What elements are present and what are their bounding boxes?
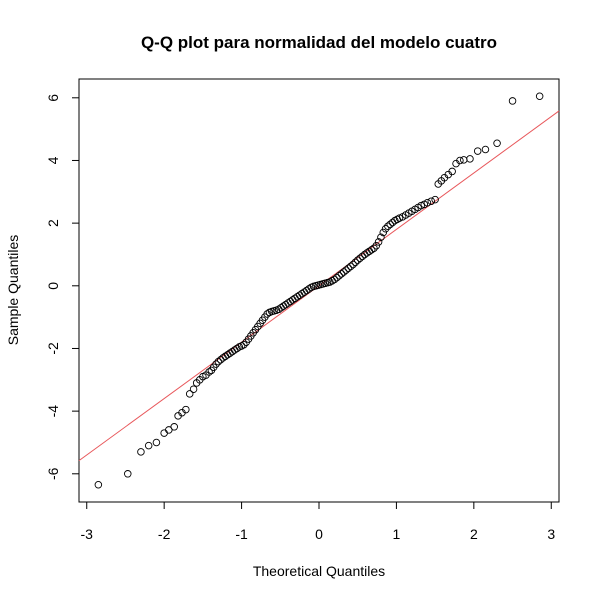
qq-point [356,254,364,262]
qq-point [379,228,388,237]
qq-point [137,448,145,456]
qq-point [263,310,271,318]
qq-point [342,266,350,274]
qq-point [353,256,362,264]
y-tick-label: 2 [45,219,61,227]
qq-point [274,305,283,314]
x-tick-label: 1 [393,526,401,542]
qq-point [152,438,161,447]
qq-point [214,357,223,366]
qq-point [330,275,339,284]
qq-point [367,246,376,254]
qq-point [372,241,381,250]
qq-point [481,145,490,154]
qq-point [333,273,341,282]
x-tick-label: -3 [81,526,94,542]
x-tick-label: 2 [470,526,478,542]
qq-point [281,300,290,309]
qq-point [165,426,173,434]
qq-point [288,296,297,304]
qq-point [305,285,313,293]
qq-point [460,156,468,164]
qq-point [337,270,346,278]
qq-point [493,139,501,147]
qq-point [189,385,198,393]
qq-point [295,291,304,299]
x-tick-label: -1 [235,526,248,542]
qq-point [185,390,194,398]
y-tick-label: -4 [45,405,61,418]
qq-point [473,147,482,155]
qq-point [233,344,241,353]
qq-point [340,268,348,276]
qq-point [302,286,311,295]
qq-point [466,155,474,163]
qq-point [427,197,436,205]
qq-point [508,97,517,105]
qq-point [170,423,178,431]
qq-point [346,262,355,271]
qq-point [377,233,385,241]
y-axis: -6 -4 -2 0 2 4 6 [45,94,79,480]
qq-point [300,288,309,296]
qq-point [374,238,383,246]
x-tick-label: -2 [158,526,171,542]
qq-point [384,222,392,231]
qq-point [431,195,439,204]
qq-point [182,405,190,414]
qq-point [240,340,248,349]
qq-point [351,258,360,267]
qq-point [291,294,299,303]
y-axis-label: Sample Quantiles [5,235,21,346]
y-tick-label: 6 [45,94,61,102]
qq-point [448,167,456,176]
y-tick-label: -2 [45,342,61,355]
qq-point [124,470,132,478]
x-axis: -3 -2 -1 0 1 2 3 [81,502,555,542]
qq-point [386,220,394,229]
qq-point [94,481,103,489]
points-layer [94,92,544,489]
y-tick-label: 4 [45,156,61,164]
y-tick-label: 0 [45,282,61,290]
qq-point [284,299,292,307]
qq-point [344,264,353,273]
qq-point [535,92,544,100]
qq-point [160,429,168,437]
qq-point [205,368,213,376]
x-tick-label: 3 [547,526,555,542]
qq-point [298,289,306,298]
x-axis-label: Theoretical Quantiles [253,563,385,579]
qq-point [212,360,220,368]
qq-point [381,225,390,233]
qq-point [370,244,378,252]
qq-point [293,293,302,301]
qq-point [335,272,343,280]
qq-point [286,297,295,306]
qq-point [456,156,464,165]
qq-point [349,260,357,269]
qq-point [279,302,288,310]
x-tick-label: 0 [315,526,323,542]
qq-point [423,199,432,207]
plot-frame [78,78,560,503]
qq-point [144,441,153,450]
y-tick-label: -6 [45,467,61,480]
chart-title: Q-Q plot para normalidad del modelo cuat… [141,33,497,52]
